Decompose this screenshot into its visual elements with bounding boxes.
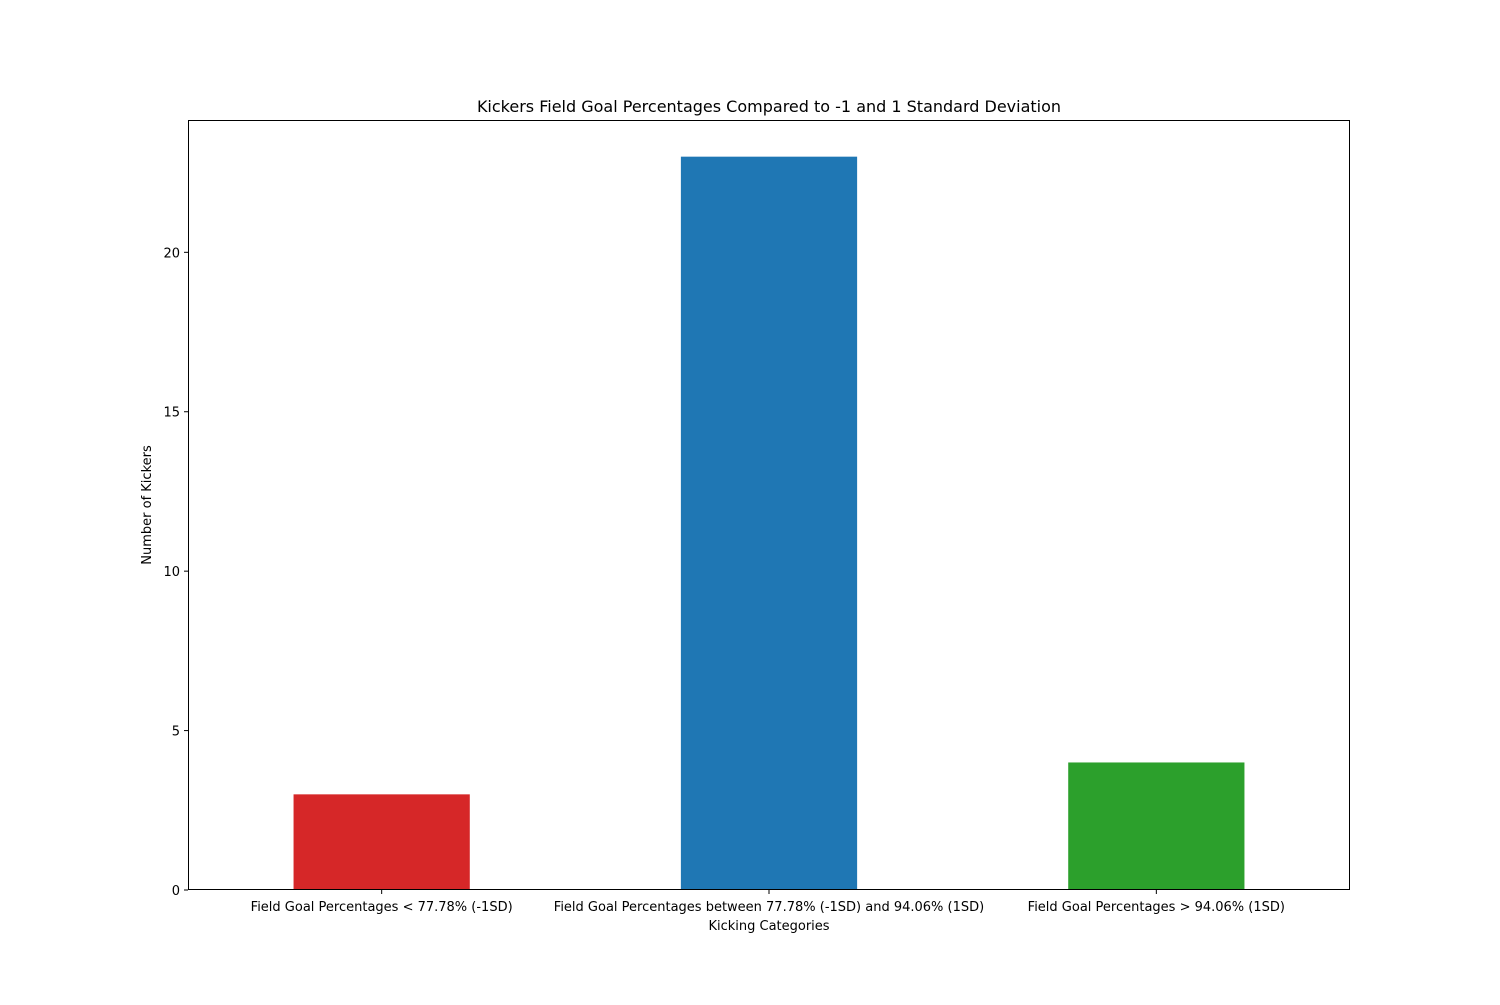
y-tick-label: 15 <box>163 406 180 421</box>
y-tick-label: 10 <box>163 565 180 580</box>
x-tick-label: Field Goal Percentages < 77.78% (-1SD) <box>251 900 513 915</box>
y-tick-label: 20 <box>163 246 180 261</box>
y-tick-label: 0 <box>172 884 180 899</box>
bar-2 <box>680 156 858 890</box>
y-tick-label: 5 <box>172 725 180 740</box>
y-axis-ticks: 0 5 10 15 20 <box>163 246 188 899</box>
x-tick-label: Field Goal Percentages > 94.06% (1SD) <box>1028 900 1285 915</box>
x-axis-label: Kicking Categories <box>708 919 829 934</box>
x-tick-label: Field Goal Percentages between 77.78% (-… <box>554 900 984 915</box>
plot-frame <box>188 120 1350 890</box>
bar-3 <box>1068 762 1245 890</box>
chart-title: Kickers Field Goal Percentages Compared … <box>477 97 1061 116</box>
y-axis-label: Number of Kickers <box>140 445 155 565</box>
bars-layer <box>293 156 1245 890</box>
bar-1 <box>293 794 470 890</box>
x-axis-ticks: Field Goal Percentages < 77.78% (-1SD) Fi… <box>251 890 1285 915</box>
